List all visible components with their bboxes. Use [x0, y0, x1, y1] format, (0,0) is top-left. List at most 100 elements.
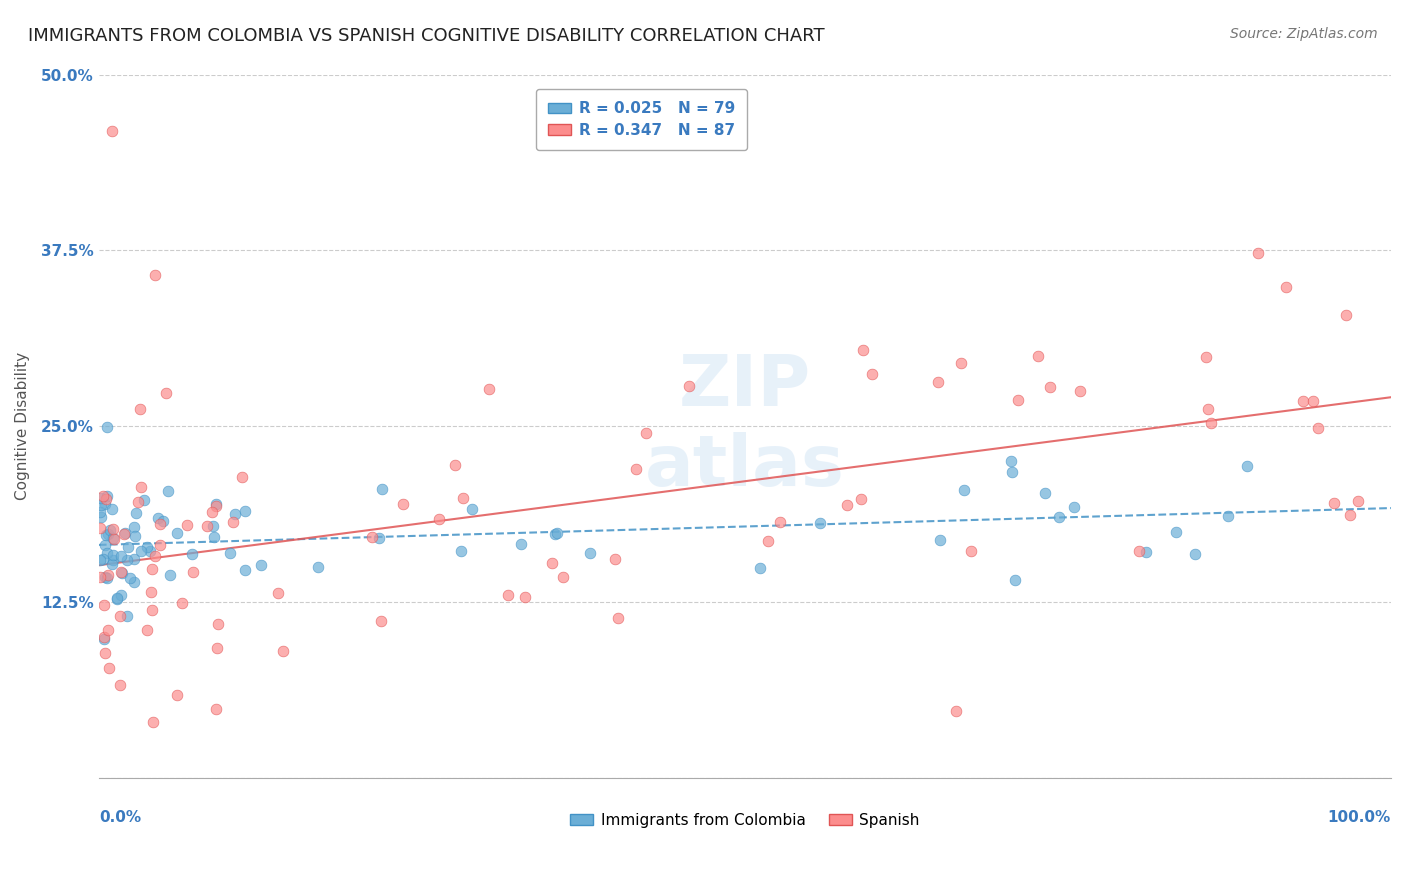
- Point: [678, 379, 700, 393]
- Point: [392, 497, 415, 511]
- Point: [97, 568, 120, 582]
- Point: [89, 553, 111, 567]
- Point: [97, 526, 120, 541]
- Point: [122, 520, 145, 534]
- Point: [1004, 573, 1026, 587]
- Point: [136, 623, 159, 637]
- Text: ZIP
atlas: ZIP atlas: [645, 352, 845, 500]
- Point: [101, 548, 124, 562]
- Point: [496, 588, 519, 602]
- Point: [427, 511, 450, 525]
- Point: [114, 526, 136, 541]
- Point: [451, 491, 474, 506]
- Point: [852, 343, 875, 358]
- Point: [93, 632, 115, 647]
- Point: [124, 574, 146, 589]
- Point: [1302, 393, 1324, 408]
- Point: [221, 516, 243, 530]
- Point: [103, 532, 125, 546]
- Point: [551, 570, 574, 584]
- Point: [110, 588, 132, 602]
- Point: [195, 519, 218, 533]
- Point: [94, 497, 117, 511]
- Point: [110, 678, 132, 692]
- Point: [1292, 393, 1315, 408]
- Point: [93, 598, 115, 612]
- Point: [89, 570, 111, 584]
- Point: [100, 523, 122, 537]
- Point: [101, 124, 124, 138]
- Point: [205, 499, 228, 513]
- Point: [624, 462, 647, 476]
- Point: [180, 547, 202, 561]
- Point: [135, 541, 157, 555]
- Point: [231, 470, 253, 484]
- Point: [90, 491, 112, 505]
- Point: [1135, 545, 1157, 559]
- Point: [450, 544, 472, 558]
- Legend: Immigrants from Colombia, Spanish: Immigrants from Colombia, Spanish: [564, 806, 925, 834]
- Point: [218, 546, 240, 560]
- Point: [157, 484, 180, 499]
- Point: [748, 561, 770, 575]
- Point: [204, 497, 226, 511]
- Point: [307, 560, 329, 574]
- Point: [115, 553, 138, 567]
- Point: [172, 596, 194, 610]
- Point: [96, 420, 118, 434]
- Point: [101, 552, 124, 566]
- Point: [370, 483, 392, 497]
- Point: [105, 591, 128, 606]
- Point: [159, 568, 181, 582]
- Point: [1336, 308, 1358, 322]
- Point: [118, 571, 141, 585]
- Point: [176, 517, 198, 532]
- Point: [927, 376, 949, 390]
- Point: [143, 268, 166, 282]
- Point: [360, 530, 382, 544]
- Point: [808, 516, 831, 530]
- Point: [860, 367, 883, 381]
- Point: [1164, 524, 1187, 539]
- Point: [634, 425, 657, 440]
- Point: [202, 530, 225, 544]
- Point: [103, 531, 125, 545]
- Point: [97, 624, 120, 638]
- Point: [129, 543, 152, 558]
- Point: [152, 514, 174, 528]
- Point: [1184, 547, 1206, 561]
- Point: [205, 640, 228, 655]
- Point: [544, 526, 567, 541]
- Point: [101, 558, 124, 572]
- Point: [97, 661, 120, 675]
- Point: [1063, 500, 1085, 515]
- Point: [91, 551, 114, 566]
- Point: [367, 531, 389, 545]
- Point: [1128, 544, 1150, 558]
- Point: [155, 385, 177, 400]
- Point: [606, 611, 628, 625]
- Point: [233, 504, 256, 518]
- Point: [93, 630, 115, 644]
- Point: [249, 558, 271, 572]
- Text: 100.0%: 100.0%: [1327, 810, 1391, 825]
- Point: [1195, 351, 1218, 365]
- Point: [224, 508, 246, 522]
- Point: [370, 614, 392, 628]
- Point: [443, 458, 465, 472]
- Point: [200, 505, 222, 519]
- Y-axis label: Cognitive Disability: Cognitive Disability: [15, 352, 30, 500]
- Point: [849, 492, 872, 507]
- Point: [96, 546, 118, 560]
- Point: [579, 546, 602, 560]
- Point: [166, 526, 188, 541]
- Point: [1323, 496, 1346, 510]
- Point: [202, 519, 225, 533]
- Point: [509, 536, 531, 550]
- Point: [233, 563, 256, 577]
- Point: [110, 549, 132, 563]
- Point: [513, 590, 536, 604]
- Point: [546, 526, 568, 541]
- Point: [90, 498, 112, 512]
- Point: [1218, 508, 1240, 523]
